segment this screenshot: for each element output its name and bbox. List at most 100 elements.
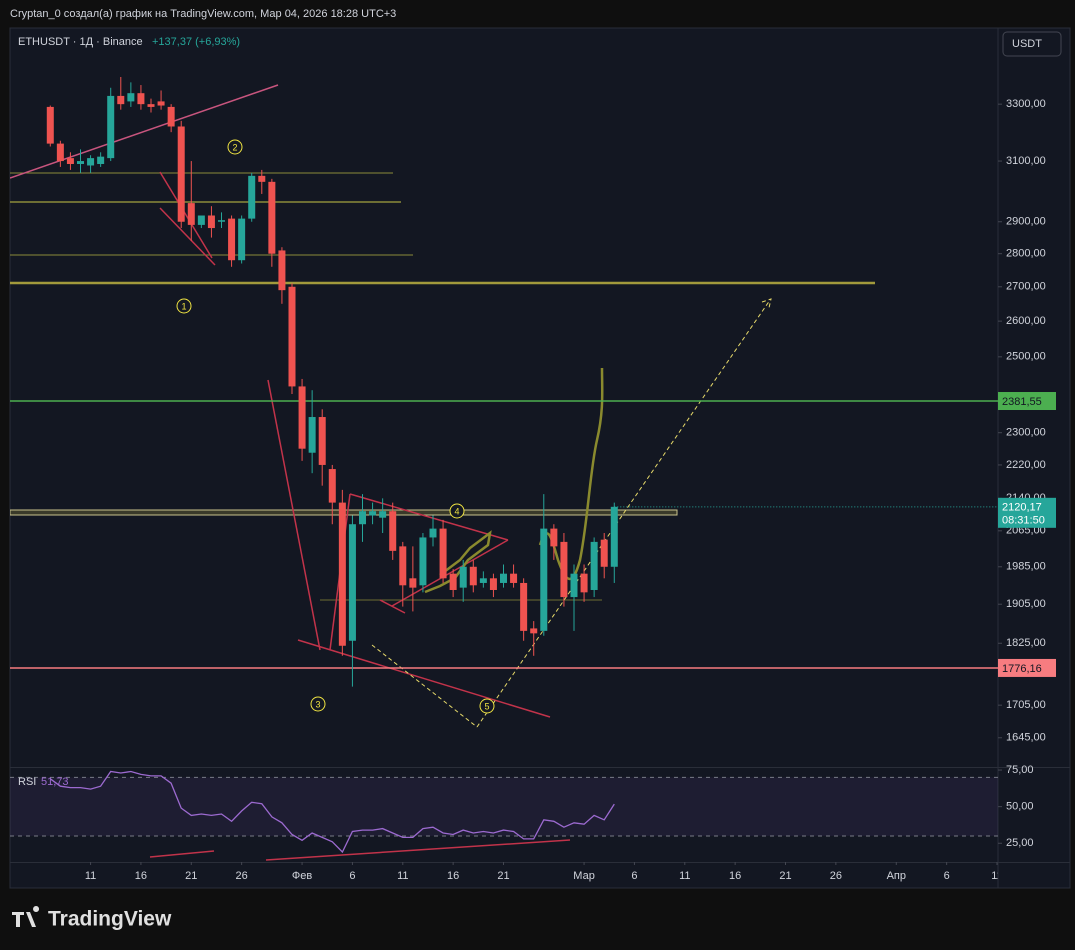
header-text: Cryptan_0 создал(а) график на TradingVie… — [10, 8, 396, 20]
divergence-line — [149, 850, 215, 858]
path-drawing — [424, 530, 492, 594]
projection — [476, 299, 771, 728]
candle-body — [288, 286, 296, 387]
x-tick-label: 11 — [679, 870, 690, 882]
y-tick-label: 1905,00 — [1006, 598, 1046, 610]
candle-body — [600, 539, 608, 567]
candle-body — [379, 511, 387, 518]
candle-body — [248, 175, 256, 219]
trend-line — [391, 539, 509, 607]
x-tick-label: 26 — [830, 870, 842, 882]
candle-body — [610, 506, 618, 567]
x-tick-label: 21 — [497, 870, 509, 882]
brand-logo — [12, 906, 40, 927]
last-price-box — [998, 497, 1056, 528]
candle-body — [348, 524, 356, 641]
candle-body — [318, 417, 326, 465]
candle-body — [268, 181, 276, 254]
x-tick-label: 16 — [447, 870, 459, 882]
annotation: 2 — [232, 142, 237, 152]
candle-body — [439, 528, 447, 579]
candle-body — [389, 511, 397, 551]
annotation: 3 — [315, 699, 320, 709]
candle-body — [278, 250, 286, 291]
candle-body — [449, 573, 457, 590]
candle-body — [66, 158, 74, 164]
x-tick-label: 6 — [349, 870, 355, 882]
candle-body — [540, 528, 548, 631]
annotation-circle — [227, 139, 243, 155]
x-tick-label: 6 — [944, 870, 950, 882]
candle-body — [46, 106, 54, 144]
candle-body — [338, 502, 346, 646]
currency-button[interactable] — [1002, 31, 1062, 57]
candle-body — [77, 161, 84, 164]
y-tick-label: 2500,00 — [1006, 351, 1046, 363]
price-level-label: 1776,16 — [1002, 663, 1042, 675]
candle-body — [399, 546, 407, 586]
last-price-label: 2120,17 — [1002, 502, 1042, 514]
rsi-line — [49, 770, 615, 854]
candle-body — [469, 566, 477, 586]
candle-body — [419, 537, 427, 586]
annotation: 1 — [181, 301, 186, 311]
rsi-tick-label: 25,00 — [1006, 837, 1034, 849]
candle-body — [429, 528, 437, 538]
candle-body — [298, 386, 306, 449]
candle-body — [510, 573, 518, 583]
candle-body — [479, 578, 487, 583]
time-axis: 11 16 21 26 Фев 6 11 16 21 Мар 6 11 16 21 26 Апр 6 11 — [85, 862, 1002, 882]
y-tick-label: 2220,00 — [1006, 459, 1046, 471]
candle-body — [87, 158, 95, 166]
x-tick-label: 6 — [631, 870, 637, 882]
x-tick-label: 16 — [729, 870, 741, 882]
candle-body — [580, 573, 588, 593]
y-tick-label: 1645,00 — [1006, 732, 1046, 744]
annotation-circle — [176, 298, 192, 314]
x-tick-label: 11 — [85, 870, 96, 882]
candle-body — [489, 578, 497, 590]
projection-arrow — [761, 298, 772, 309]
rsi-tick-label: 75,00 — [1006, 764, 1034, 776]
x-tick-label: 16 — [135, 870, 147, 882]
trend-line — [159, 171, 213, 259]
candle-body — [228, 218, 236, 261]
y-tick-label: 2300,00 — [1006, 427, 1046, 439]
trend-line — [267, 379, 321, 651]
rsi-pane — [10, 770, 998, 854]
price-level-box — [998, 392, 1056, 411]
candle-body — [520, 582, 528, 631]
y-tick-label: 3300,00 — [1006, 98, 1046, 110]
chart-panel — [9, 27, 1071, 889]
currency[interactable]: USDT — [1012, 38, 1042, 50]
candle-body — [238, 218, 246, 261]
x-tick-label: 26 — [236, 870, 248, 882]
rsi-value: 51,73 — [41, 776, 69, 788]
rsi-name: RSI — [18, 776, 36, 788]
candle-body — [308, 417, 316, 453]
candle-body — [187, 203, 195, 225]
x-tick-label: 11 — [397, 870, 408, 882]
rsi-drawings — [149, 839, 571, 861]
x-tick-label: Мар — [573, 870, 595, 882]
trend-line — [159, 207, 216, 266]
annotations: 1 2 3 4 5 — [176, 139, 495, 714]
candle-body — [177, 126, 185, 222]
candle-body — [328, 469, 336, 503]
y-tick-label: 3100,00 — [1006, 155, 1046, 167]
candle-body — [550, 528, 558, 547]
candle-body — [56, 143, 64, 162]
symbol: ETHUSDT · 1Д · Binance — [18, 36, 143, 48]
candle-body — [359, 511, 366, 525]
brand: TradingView — [12, 906, 172, 931]
brand-name: TradingView — [48, 908, 172, 931]
x-tick-label: 11 — [991, 870, 1002, 882]
candle-body — [107, 95, 115, 159]
trend-line — [297, 639, 551, 718]
price-level-label: 2381,55 — [1002, 396, 1042, 408]
candle-body — [167, 106, 175, 127]
annotation: 4 — [454, 506, 459, 516]
price-pane — [10, 76, 998, 687]
